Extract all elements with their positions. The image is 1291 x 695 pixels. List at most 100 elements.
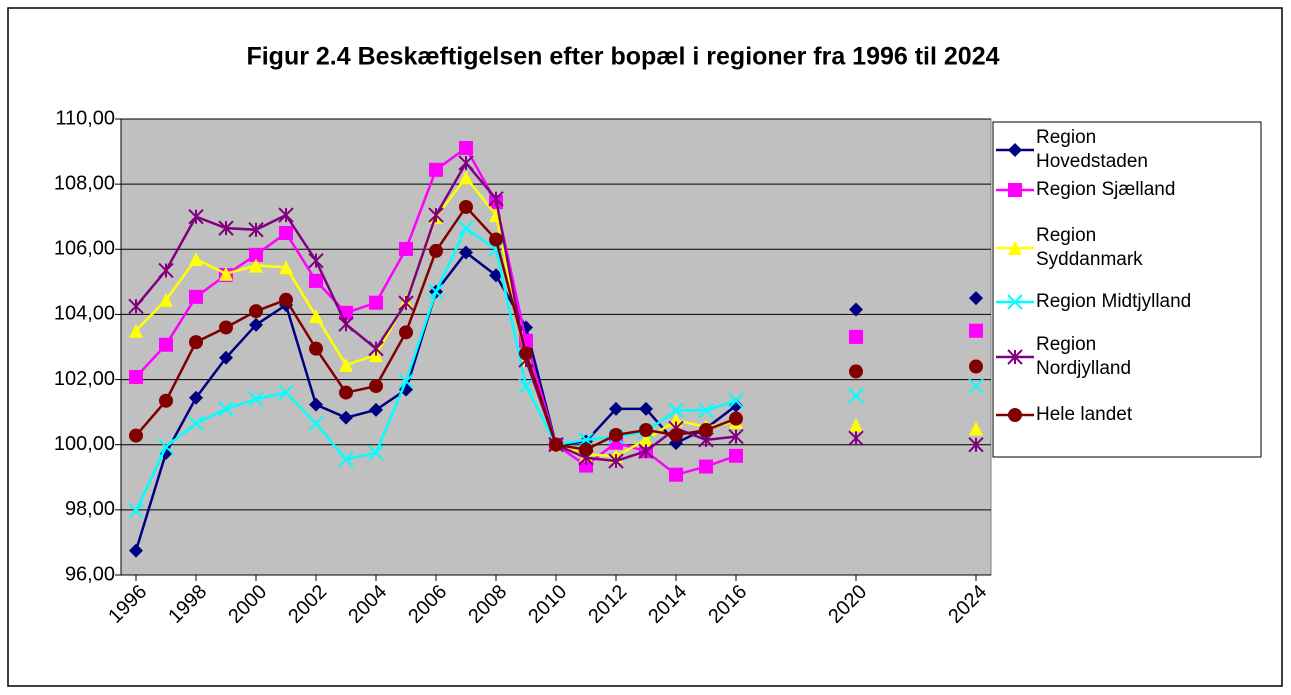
marker — [1007, 294, 1023, 310]
marker — [519, 346, 533, 361]
marker — [308, 252, 324, 269]
marker — [428, 283, 444, 300]
legend-label: Hele landet — [1036, 404, 1133, 425]
marker — [429, 243, 443, 258]
marker — [339, 305, 353, 320]
marker — [729, 448, 743, 463]
marker — [339, 410, 353, 425]
marker — [399, 325, 413, 340]
marker — [398, 373, 414, 389]
marker — [249, 317, 263, 332]
marker — [969, 359, 983, 374]
marker — [669, 467, 683, 482]
marker — [279, 226, 293, 240]
marker — [459, 170, 473, 185]
marker — [849, 418, 863, 433]
plot-area — [120, 118, 992, 576]
marker — [308, 415, 324, 432]
y-tick-label: 108,00 — [54, 172, 115, 194]
marker — [129, 543, 143, 558]
marker — [399, 241, 413, 256]
marker — [309, 341, 323, 356]
marker — [339, 385, 353, 400]
marker — [848, 388, 864, 404]
marker — [399, 382, 413, 397]
marker — [638, 443, 654, 459]
marker — [129, 369, 143, 384]
marker — [129, 428, 143, 443]
marker — [549, 437, 563, 452]
marker — [849, 329, 863, 344]
marker — [669, 427, 683, 442]
marker — [218, 220, 234, 236]
marker — [729, 411, 743, 426]
marker — [189, 335, 203, 350]
marker — [518, 378, 534, 394]
marker — [1007, 349, 1023, 365]
marker — [338, 316, 354, 332]
marker — [248, 391, 264, 407]
y-tick-label: 100,00 — [54, 433, 115, 455]
marker — [1008, 183, 1022, 197]
marker — [428, 207, 444, 223]
marker — [699, 423, 713, 438]
chart-title: Figur 2.4 Beskæftigelsen efter bopæl i r… — [246, 43, 999, 71]
marker — [219, 350, 233, 365]
marker — [458, 155, 474, 171]
marker — [369, 379, 383, 394]
marker — [849, 302, 863, 317]
marker — [609, 401, 623, 416]
marker — [129, 323, 143, 338]
marker — [968, 378, 984, 394]
marker — [309, 309, 323, 324]
legend-box — [992, 121, 1262, 458]
marker — [189, 390, 203, 405]
marker — [489, 232, 503, 247]
marker — [188, 415, 204, 432]
marker — [459, 199, 473, 214]
marker — [729, 398, 743, 413]
marker — [189, 252, 203, 267]
marker — [158, 438, 174, 455]
y-tick-label: 110,00 — [55, 107, 115, 129]
marker — [278, 207, 294, 223]
marker — [459, 245, 473, 260]
marker — [488, 191, 504, 207]
legend-label: Region Syddanmark — [1036, 225, 1143, 270]
marker — [969, 323, 983, 338]
marker — [519, 320, 533, 335]
marker — [489, 268, 503, 283]
marker — [249, 304, 263, 319]
marker — [458, 220, 474, 236]
marker — [188, 209, 204, 225]
y-tick-label: 98,00 — [65, 498, 115, 520]
marker — [459, 140, 473, 155]
marker — [639, 423, 653, 438]
marker — [159, 393, 173, 408]
marker — [279, 260, 293, 275]
marker — [368, 445, 384, 461]
legend-label: Region Nordjylland — [1036, 334, 1131, 379]
marker — [249, 247, 263, 262]
marker — [1008, 241, 1022, 255]
marker — [339, 357, 353, 372]
y-tick-label: 106,00 — [54, 238, 115, 260]
marker — [278, 384, 294, 401]
y-tick-label: 102,00 — [54, 368, 115, 390]
marker — [579, 442, 593, 457]
marker — [969, 421, 983, 436]
marker — [848, 430, 864, 446]
marker — [249, 258, 263, 273]
marker — [849, 364, 863, 379]
marker — [128, 503, 144, 519]
marker — [398, 295, 414, 311]
marker — [698, 402, 714, 419]
legend-label: Region Hovedstaden — [1036, 127, 1148, 172]
legend-label: Region Sjælland — [1036, 179, 1175, 200]
marker — [369, 402, 383, 417]
marker — [159, 337, 173, 352]
marker — [128, 298, 144, 314]
marker — [279, 292, 293, 307]
marker — [728, 393, 744, 409]
